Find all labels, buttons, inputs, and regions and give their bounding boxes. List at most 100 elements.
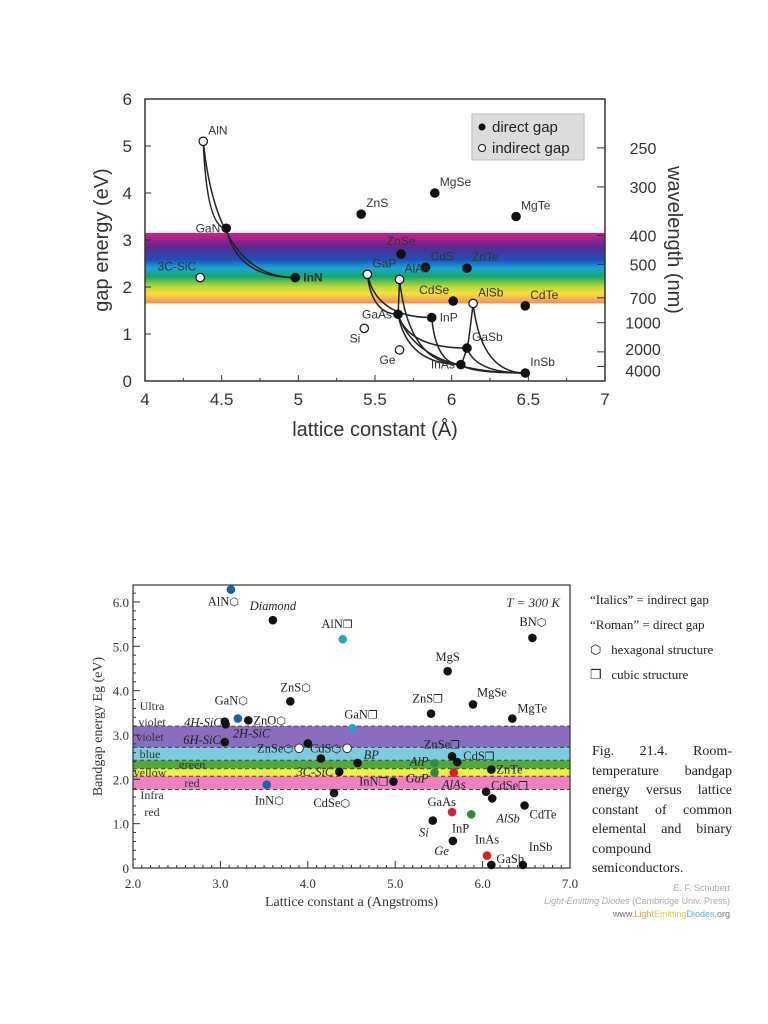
point-label: AlSb <box>495 811 520 825</box>
data-point <box>348 724 357 733</box>
tie-line <box>202 141 296 279</box>
uv-label: violet <box>138 715 166 729</box>
data-point <box>220 737 230 747</box>
tie-line <box>397 314 468 349</box>
x-tick-label: 6.0 <box>474 876 490 891</box>
point-label: MgTe <box>521 199 551 213</box>
data-point <box>286 697 295 706</box>
hexagon-icon: ⬡ <box>274 795 284 808</box>
indirect-gap-point <box>394 345 405 355</box>
point-name: BN <box>519 615 536 629</box>
point-name: AlSb <box>495 811 520 825</box>
data-point <box>487 765 496 774</box>
point-name: MgS <box>435 650 459 664</box>
point-label: Diamond <box>249 599 297 613</box>
band-label: green <box>179 757 206 771</box>
point-label: ZnSe <box>387 234 416 248</box>
tie-line <box>472 303 526 374</box>
point-name: GaAs <box>428 795 457 809</box>
y-axis-label: gap energy (eV) <box>91 168 113 311</box>
credit-url[interactable]: www.LightEmittingDiodes.org <box>530 908 730 921</box>
point-name: 3C-SiC <box>295 765 333 779</box>
point-label: AlAs <box>441 778 466 792</box>
direct-gap-point <box>396 249 406 259</box>
data-point <box>452 757 462 767</box>
legend-italics: “Italics” = indirect gap <box>590 592 709 607</box>
hexagon-icon: ⬡ <box>537 616 547 629</box>
data-point <box>447 751 457 761</box>
x-tick-label: 6.5 <box>517 390 541 409</box>
point-label: CdSe⬡ <box>313 796 350 810</box>
band-red <box>133 776 570 790</box>
point-name: CdTe <box>530 807 557 821</box>
band-label: violet <box>136 730 164 744</box>
point-name: AlP <box>409 754 429 768</box>
y-tick-label: 1.0 <box>113 817 129 832</box>
data-point <box>389 777 398 786</box>
direct-gap-point <box>462 343 472 353</box>
direct-gap-point <box>456 359 466 370</box>
point-name: InSb <box>529 840 553 854</box>
point-name: CdSe <box>491 779 519 793</box>
data-point <box>447 807 457 817</box>
data-point <box>338 634 348 644</box>
data-point <box>268 615 278 625</box>
point-label: AlP <box>409 754 429 768</box>
data-point <box>426 709 436 719</box>
indirect-gap-point <box>195 272 205 283</box>
data-point <box>262 780 272 789</box>
point-name: AlAs <box>441 778 466 792</box>
point-label: 3C-SiC <box>295 765 333 779</box>
bandgap-chart-top: 4 4.5 5 5.5 6 6.5 7 0 1 2 3 4 5 6 250 300 400 500 700 1000 2… <box>91 90 685 441</box>
x-tick-label: 5.0 <box>387 876 403 891</box>
point-label: GaAs <box>362 307 392 321</box>
data-point <box>220 717 230 726</box>
indirect-gap-point <box>468 298 478 309</box>
y-tick-label: 3.0 <box>113 728 129 743</box>
hexagon-icon: ⬡ <box>332 742 342 755</box>
point-label: MgSe <box>477 685 507 699</box>
point-label: InAs <box>475 833 499 847</box>
direct-gap-point <box>429 188 440 198</box>
point-label: CdTe <box>530 807 557 821</box>
tie-line <box>397 314 461 366</box>
hexagon-icon: ⬡ <box>301 681 311 694</box>
x-tick-label: 4 <box>140 390 149 409</box>
y-tick-label: 4.0 <box>113 684 129 699</box>
point-label: 6H-SiC <box>183 733 221 747</box>
point-name: AlN <box>208 595 230 609</box>
x-axis-label: lattice constant (Å) <box>292 418 458 441</box>
cube-icon: ❒ <box>343 618 353 631</box>
point-name: ZnS <box>280 680 301 694</box>
y-tick-label: 0 <box>123 372 132 391</box>
band-label: blue <box>140 747 161 761</box>
point-name: BP <box>364 748 380 762</box>
url-light: Light <box>634 909 654 919</box>
hexagon-icon: ⬡ <box>238 695 248 708</box>
x-tick-label: 5.5 <box>363 390 387 409</box>
point-label: ZnTe <box>496 763 523 777</box>
data-point <box>520 801 529 810</box>
cube-icon: ❒ <box>518 780 528 793</box>
direct-gap-point <box>511 211 521 222</box>
point-label: GaP <box>406 772 429 786</box>
data-point <box>508 714 517 723</box>
point-name: ZnTe <box>496 763 523 777</box>
point-name: AlN <box>321 617 343 631</box>
y-tick-label: 4 <box>123 184 132 203</box>
cube-icon: ❒ <box>433 693 443 706</box>
point-label: 2H-SiC <box>233 727 271 741</box>
x-tick-label: 6 <box>447 390 456 409</box>
direct-gap-point <box>462 263 472 273</box>
point-label: MgS <box>435 650 459 664</box>
direct-gap-point <box>520 300 531 311</box>
point-label: BN⬡ <box>519 615 546 629</box>
direct-gap-point <box>426 312 437 323</box>
ir-label: red <box>144 805 159 819</box>
legend-direct-marker <box>478 123 486 131</box>
y2-tick-label: 300 <box>630 180 657 197</box>
data-point <box>481 787 491 797</box>
direct-gap-point <box>393 309 403 320</box>
data-point <box>294 743 304 754</box>
hexagon-icon: ⬡ <box>229 596 239 609</box>
